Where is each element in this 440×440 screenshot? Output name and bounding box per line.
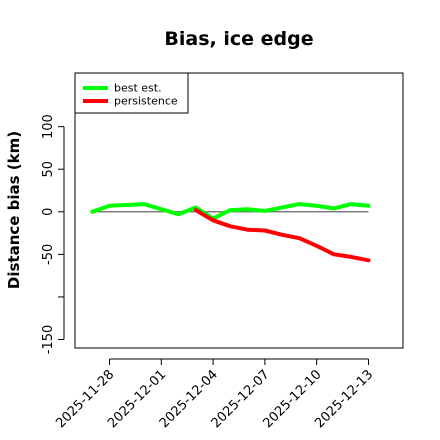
legend-label-best-est: best est. (114, 82, 162, 95)
axes: -150-500501002025-11-282025-12-012025-12… (41, 114, 376, 431)
plot-area (74, 72, 404, 349)
series-line-persistence (193, 208, 371, 263)
series-line-best-est (90, 202, 371, 221)
y-axis-label: Distance bias (km) (5, 131, 23, 289)
legend: best est. persistence (74, 72, 189, 114)
legend-label-persistence: persistence (114, 95, 178, 108)
y-tick-label: -150 (41, 325, 56, 355)
legend-box (74, 72, 189, 114)
y-tick-label: 50 (41, 161, 56, 178)
y-tick-label: -50 (41, 244, 56, 265)
y-tick-label: 0 (41, 208, 56, 216)
y-tick-label: 100 (41, 114, 56, 139)
series-layer (90, 202, 371, 263)
chart-title: Bias, ice edge (164, 28, 313, 50)
